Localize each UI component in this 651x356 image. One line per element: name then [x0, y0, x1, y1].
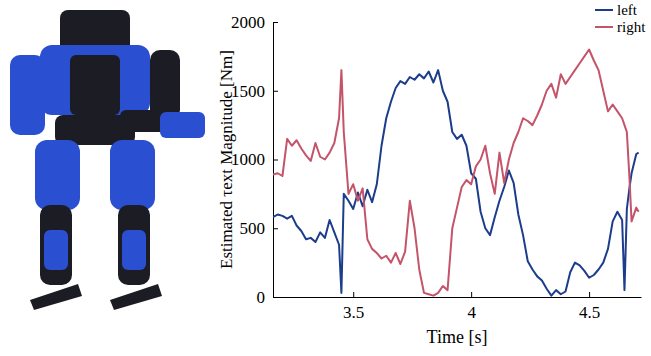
robot-part — [118, 205, 150, 285]
legend-swatch — [595, 26, 613, 28]
x-axis-title: Time [s] — [427, 327, 488, 347]
robot-part — [44, 230, 68, 270]
robot-part — [10, 55, 45, 135]
robot-part — [30, 284, 82, 310]
tick-mark — [273, 297, 278, 298]
y-axis-title: Estimated τext Magnitude [Nm] — [217, 50, 236, 269]
y-axis: 0 500 1000 1500 2000 — [231, 13, 278, 307]
tick-label: 3.5 — [343, 303, 364, 322]
tick: 4.5 — [579, 292, 600, 322]
tick: 4 — [467, 292, 476, 322]
x-axis: 3.5 4 4.5 — [274, 292, 642, 322]
tick-label: 4.5 — [579, 303, 600, 322]
tick-mark — [353, 292, 354, 297]
robot-part — [40, 205, 72, 285]
figure: 3.5 4 4.5 0 500 1000 1500 2000 Time [s] Estimated… — [0, 0, 651, 356]
tick-label: 2000 — [231, 13, 265, 32]
robot-part — [110, 140, 155, 210]
robot-part — [35, 140, 80, 210]
robot-part — [70, 55, 120, 115]
tick-mark — [273, 160, 278, 161]
legend: leftright — [595, 2, 646, 35]
tick: 1000 — [231, 150, 278, 169]
tick: 2000 — [231, 13, 278, 32]
robot-part — [122, 230, 146, 270]
tick: 0 — [257, 288, 279, 307]
robot-illustration — [10, 10, 205, 310]
tick-label: 4 — [467, 303, 476, 322]
tick-label: 500 — [240, 219, 266, 238]
tick: 500 — [240, 219, 279, 238]
legend-label: right — [617, 19, 646, 35]
series-line — [273, 70, 639, 296]
robot-part — [150, 50, 180, 120]
tick-mark — [471, 292, 472, 297]
tick: 3.5 — [343, 292, 364, 322]
robot-part — [160, 112, 205, 138]
legend-swatch — [595, 9, 613, 11]
tick-mark — [273, 91, 278, 92]
tick-mark — [273, 22, 278, 23]
tick-mark — [589, 292, 590, 297]
series-line — [273, 50, 639, 296]
tick-label: 0 — [257, 288, 266, 307]
tick: 1500 — [231, 82, 278, 101]
legend-label: left — [617, 2, 638, 18]
robot-part — [40, 45, 150, 115]
lines — [273, 50, 639, 296]
robot-part — [110, 284, 162, 310]
axis-line — [274, 297, 642, 298]
tick-label: 1500 — [231, 82, 265, 101]
tick-mark — [273, 228, 278, 229]
tick-label: 1000 — [231, 150, 265, 169]
